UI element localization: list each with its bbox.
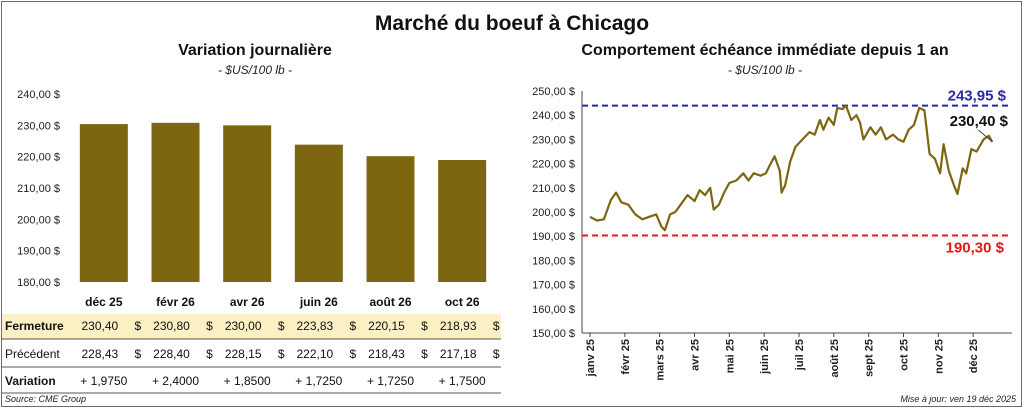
table-cell: 230,00 (225, 319, 262, 333)
bar-y-tick-label: 180,00 $ (17, 277, 60, 289)
table-cell-currency: $ (421, 347, 428, 361)
line-y-tick-label: 230,00 $ (532, 134, 575, 146)
bar-1 (151, 122, 200, 283)
line-y-tick-label: 240,00 $ (532, 110, 575, 122)
line-x-tick-label: janv 25 (585, 339, 597, 377)
bar-x-tick-label: déc 25 (85, 295, 123, 309)
bar-x-tick-label: oct 26 (445, 295, 480, 309)
table-cell: 228,40 (153, 347, 190, 361)
bar-y-tick-label: 220,00 $ (17, 152, 60, 164)
line-chart-unit: - $US/100 lb - (727, 63, 803, 77)
bar-chart-unit: - $US/100 lb - (217, 63, 293, 77)
line-y-tick-label: 200,00 $ (532, 207, 575, 219)
bar-4 (366, 156, 415, 282)
bar-y-tick-label: 230,00 $ (17, 120, 60, 132)
line-y-tick-label: 170,00 $ (532, 280, 575, 292)
line-x-tick-label: oct 25 (899, 339, 911, 371)
bar-x-tick-label: avr 26 (230, 295, 265, 309)
line-y-tick-label: 210,00 $ (532, 183, 575, 195)
table-cell-currency: $ (278, 347, 285, 361)
bar-3 (294, 144, 343, 282)
bar-x-tick-label: juin 26 (299, 295, 338, 309)
bar-y-tick-label: 210,00 $ (17, 183, 60, 195)
table-cell: 218,93 (440, 319, 477, 333)
line-series (589, 104, 994, 232)
table-row-label: Fermeture (5, 319, 64, 333)
line-x-tick-label: mars 25 (655, 339, 667, 381)
line-x-tick-label: juin 25 (759, 339, 771, 375)
bar-x-tick-label: févr 26 (156, 295, 195, 309)
line-x-tick-label: déc 25 (968, 339, 980, 373)
table-cell: 228,15 (225, 347, 262, 361)
table-row-label: Précédent (5, 347, 60, 361)
table-cell: + 1,7250 (367, 374, 414, 388)
table-cell-currency: $ (206, 319, 213, 333)
line-y-tick-label: 150,00 $ (532, 328, 575, 340)
table-cell: + 1,8500 (224, 374, 271, 388)
bar-y-tick-label: 200,00 $ (17, 214, 60, 226)
main-title: Marché du boeuf à Chicago (374, 12, 650, 35)
bar-y-tick-label: 190,00 $ (17, 246, 60, 258)
table-cell-currency: $ (493, 319, 500, 333)
bar-2 (223, 125, 272, 282)
line-x-tick-label: avr 25 (690, 339, 702, 371)
update-note: Mise à jour: ven 19 déc 2025 (900, 394, 1016, 404)
table-cell-currency: $ (493, 347, 500, 361)
table-cell-currency: $ (349, 347, 356, 361)
line-chart-title: Comportement échéance immédiate depuis 1… (581, 42, 949, 59)
last-value-leader (977, 129, 993, 143)
line-y-tick-label: 160,00 $ (532, 304, 575, 316)
line-x-tick-label: févr 25 (620, 339, 632, 374)
line-x-tick-label: juil 25 (794, 339, 806, 371)
line-y-tick-label: 180,00 $ (532, 255, 575, 267)
table-cell: 220,15 (368, 319, 405, 333)
table-cell: 217,18 (440, 347, 477, 361)
table-cell-currency: $ (134, 319, 141, 333)
table-cell: 228,43 (81, 347, 118, 361)
bar-y-tick-label: 240,00 $ (17, 89, 60, 101)
table-cell-currency: $ (206, 347, 213, 361)
bar-x-tick-label: août 26 (369, 295, 411, 309)
last-value-label: 230,40 $ (950, 113, 1009, 130)
table-cell: 230,40 (81, 319, 118, 333)
line-x-tick-label: mai 25 (724, 339, 736, 373)
table-cell: + 1,7250 (295, 374, 342, 388)
table-cell: + 1,7500 (439, 374, 486, 388)
table-cell-currency: $ (421, 319, 428, 333)
source-note: Source: CME Group (5, 394, 87, 404)
table-cell: 223,83 (296, 319, 333, 333)
line-y-tick-label: 250,00 $ (532, 86, 575, 98)
table-row-label: Variation (5, 374, 56, 388)
line-x-tick-label: nov 25 (933, 339, 945, 374)
table-cell: + 2,4000 (152, 374, 199, 388)
table-cell-currency: $ (278, 319, 285, 333)
table-cell: + 1,9750 (80, 374, 127, 388)
bar-5 (438, 160, 487, 282)
table-cell-currency: $ (349, 319, 356, 333)
bar-0 (79, 124, 128, 282)
high-reference-label: 243,95 $ (948, 88, 1007, 105)
table-cell: 222,10 (296, 347, 333, 361)
line-x-tick-label: août 25 (829, 339, 841, 378)
table-cell-currency: $ (134, 347, 141, 361)
bar-chart-title: Variation journalière (178, 42, 332, 59)
line-y-tick-label: 220,00 $ (532, 159, 575, 171)
line-y-tick-label: 190,00 $ (532, 231, 575, 243)
line-x-tick-label: sept 25 (864, 339, 876, 377)
table-highlight-row (2, 314, 501, 339)
table-cell: 218,43 (368, 347, 405, 361)
low-reference-label: 190,30 $ (946, 239, 1005, 256)
table-cell: 230,80 (153, 319, 190, 333)
